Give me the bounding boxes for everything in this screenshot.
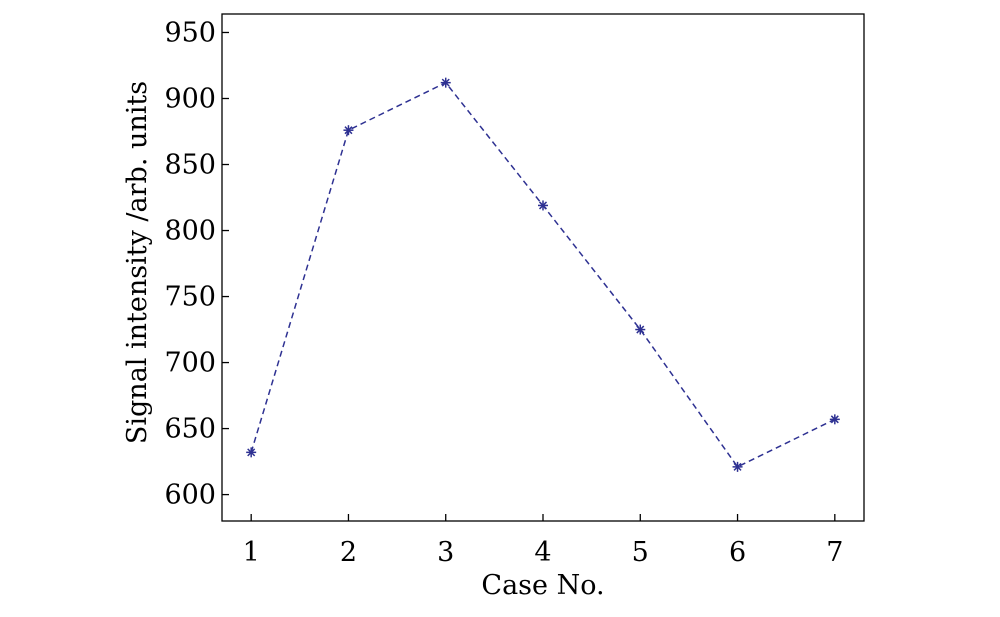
x-tick-label: 4 [534,537,551,568]
y-tick-label: 700 [164,348,216,379]
y-tick-label: 850 [164,150,216,181]
data-point-marker [732,461,743,472]
data-point-marker [538,200,548,211]
x-tick-label: 6 [729,537,746,568]
data-point-marker [829,414,840,425]
data-point-marker [246,447,257,458]
y-tick-label: 600 [164,480,216,511]
x-tick-label: 3 [437,537,454,568]
x-tick-label: 2 [340,537,357,568]
x-axis-title: Case No. [481,570,604,601]
y-tick-label: 800 [164,216,216,247]
y-axis-title: Signal intensity /arb. units [122,81,153,444]
data-point-marker [343,125,354,136]
y-tick-label: 950 [164,17,216,48]
x-tick-label: 5 [632,537,649,568]
x-tick-label: 7 [826,537,843,568]
y-tick-label: 650 [164,414,216,445]
y-tick-label: 900 [164,84,216,115]
data-point-marker [635,324,646,335]
data-point-marker [440,77,451,88]
plot-area-frame [221,13,865,522]
x-tick-label: 1 [243,537,260,568]
y-tick-label: 750 [164,282,216,313]
series-line [250,81,836,468]
